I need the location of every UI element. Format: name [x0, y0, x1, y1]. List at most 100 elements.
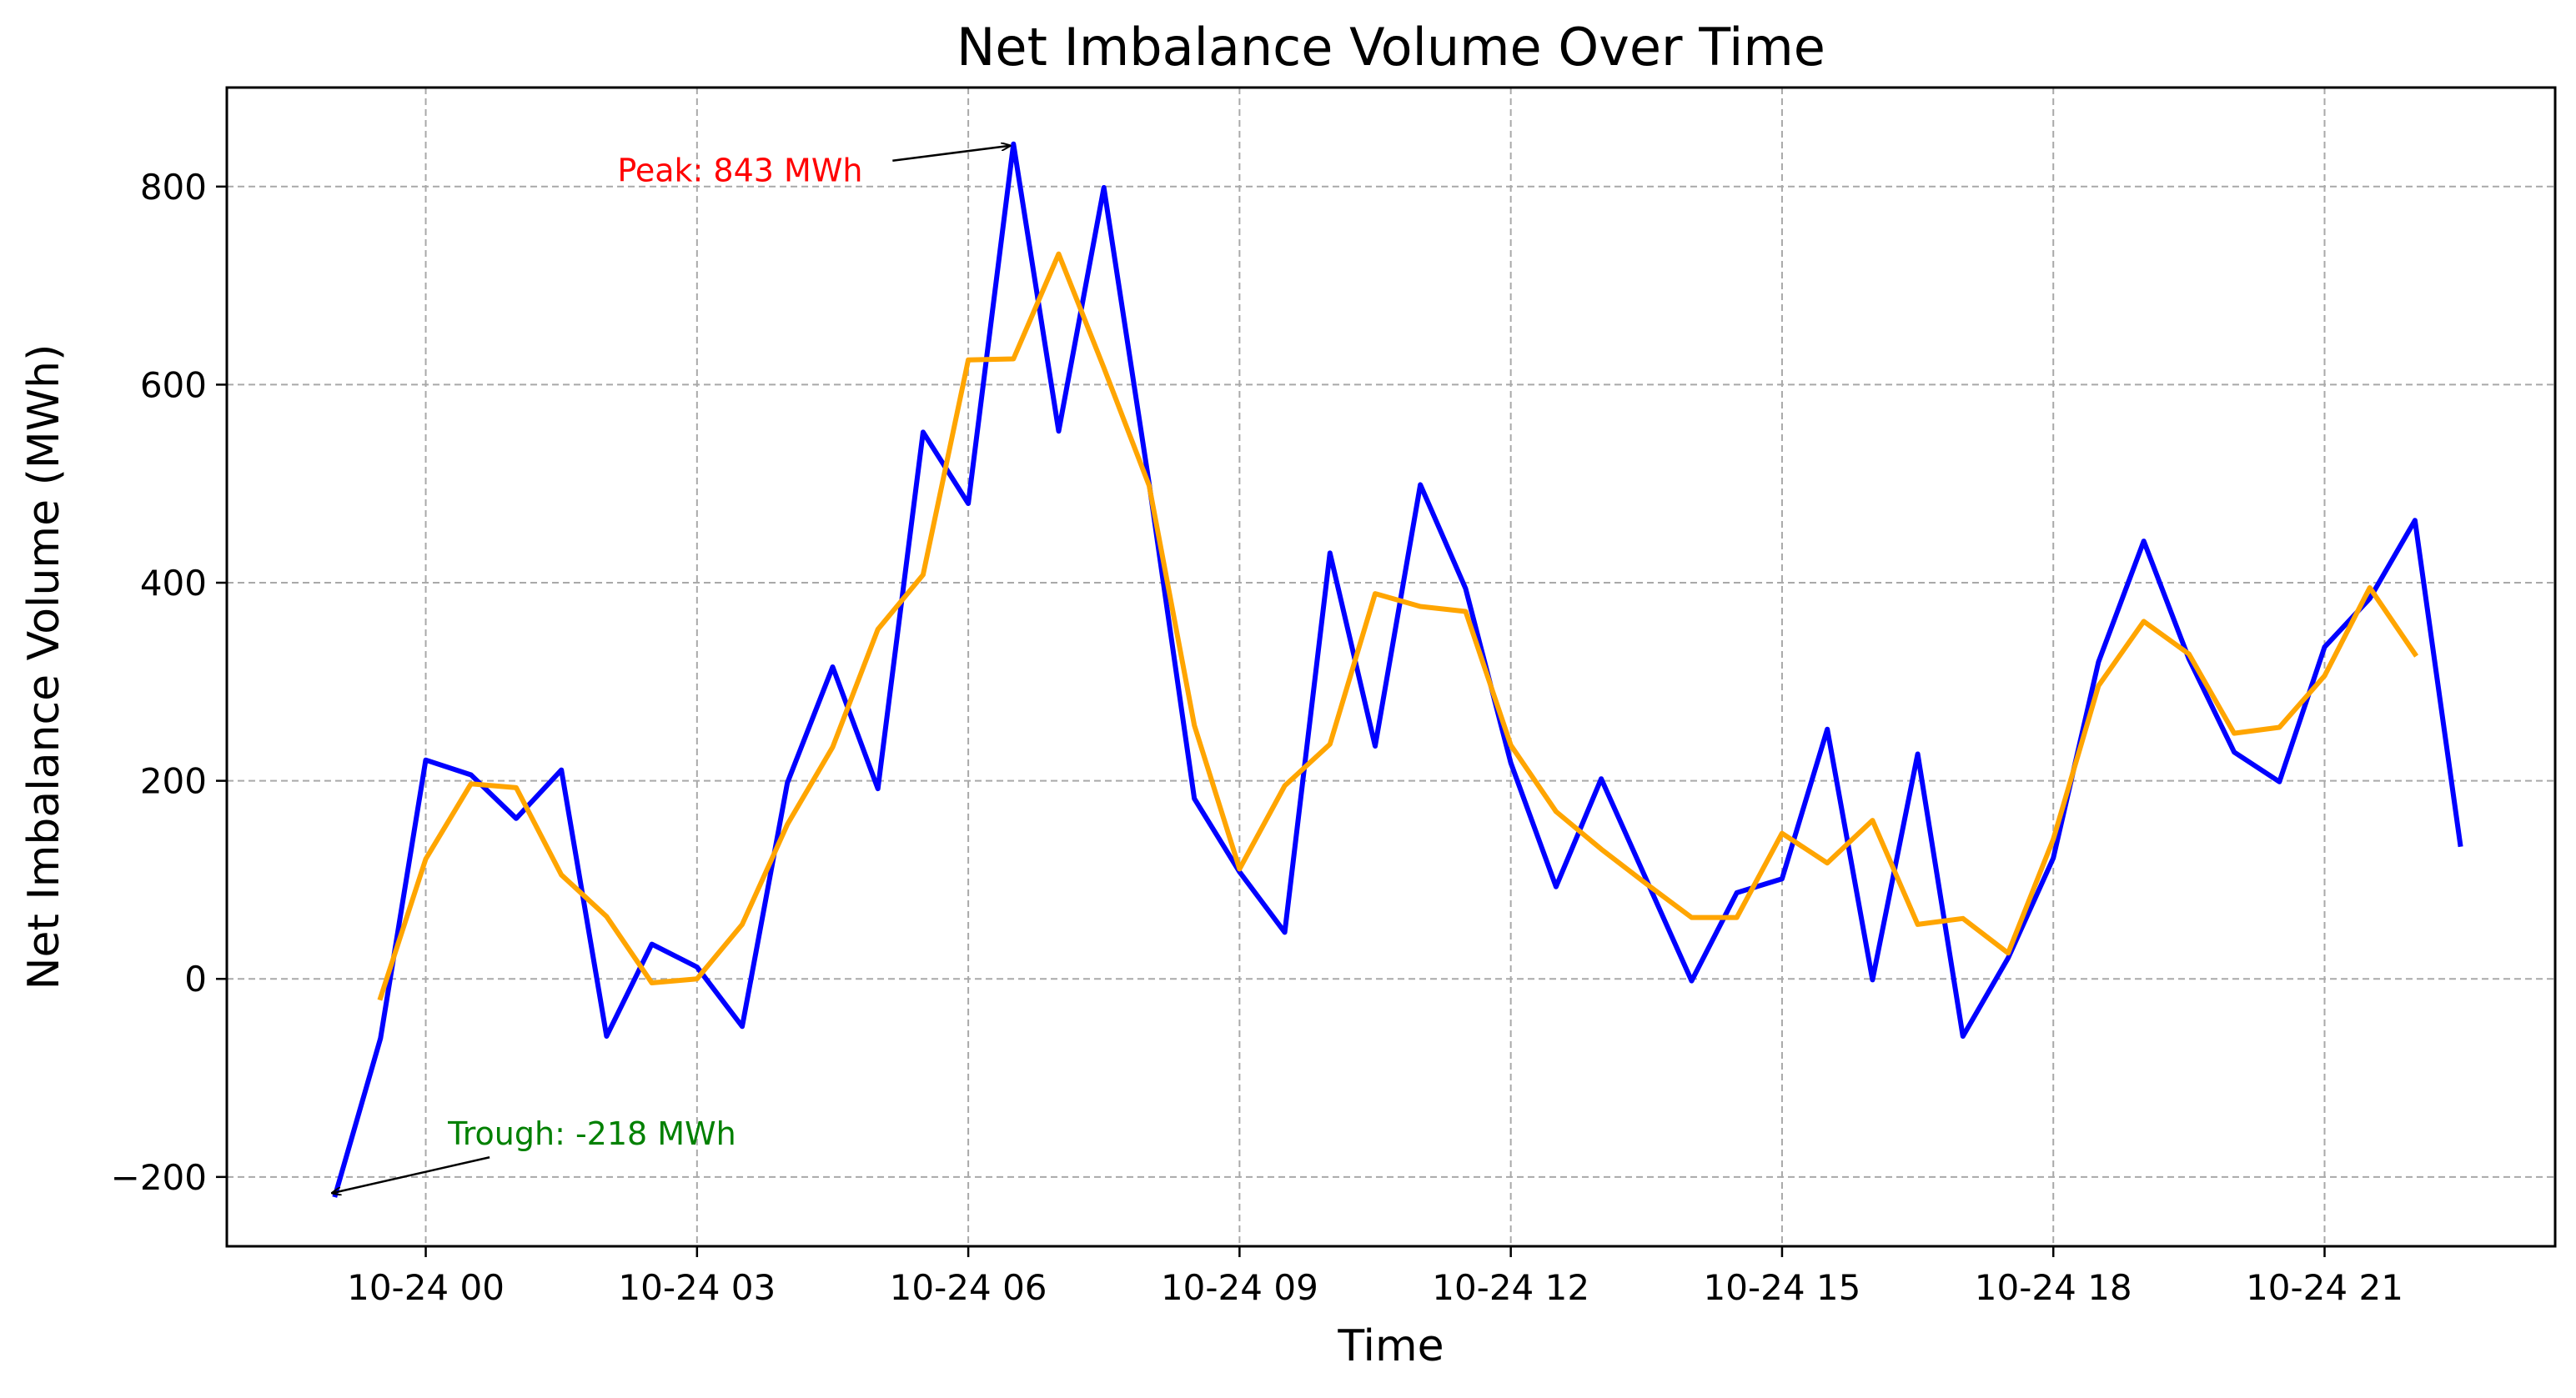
- series-0-point: [1192, 796, 1197, 801]
- series-0-point: [2322, 644, 2327, 649]
- series-0-point: [1102, 185, 1107, 190]
- series-1-point: [604, 914, 609, 919]
- series-1-point: [1192, 723, 1197, 728]
- series-1-point: [2187, 652, 2192, 657]
- series-layer: [332, 141, 2463, 1198]
- x-tick-label: 10-24 21: [2246, 1267, 2403, 1308]
- series-1-point: [2142, 619, 2147, 624]
- annotation-label-0: Peak: 843 MWh: [617, 153, 862, 189]
- series-1-point: [2051, 837, 2056, 842]
- series-1-point: [1916, 922, 1921, 927]
- series-0-point: [559, 768, 564, 773]
- y-axis-title: Net Imbalance Volume (MWh): [19, 344, 69, 990]
- series-1-point: [830, 744, 835, 749]
- series-0-point: [2051, 855, 2056, 860]
- series-1-point: [1237, 866, 1242, 871]
- series-0-point: [424, 758, 429, 763]
- series-1-point: [2413, 652, 2418, 657]
- x-tick-label: 10-24 06: [890, 1267, 1047, 1308]
- y-tick-label: 200: [140, 761, 207, 802]
- series-0-point: [740, 1024, 745, 1029]
- series-1-point: [2277, 724, 2282, 729]
- series-0-point: [378, 1036, 383, 1041]
- series-1-point: [1509, 743, 1514, 748]
- series-0-point: [1825, 727, 1830, 732]
- series-0-point: [1870, 977, 1875, 982]
- y-tick-label: 800: [140, 167, 207, 208]
- series-0-point: [514, 816, 519, 821]
- series-0-point: [1463, 586, 1468, 591]
- series-1-point: [1057, 252, 1062, 257]
- series-1-point: [1690, 915, 1695, 920]
- series-0-point: [469, 772, 474, 777]
- x-tick-label: 10-24 00: [347, 1267, 505, 1308]
- series-1-point: [1418, 604, 1423, 609]
- series-1-point: [2006, 950, 2011, 955]
- series-1-point: [1463, 609, 1468, 614]
- series-1-point: [559, 872, 564, 877]
- series-0-point: [2232, 749, 2237, 754]
- series-1-point: [1735, 915, 1740, 920]
- series-0-point: [830, 664, 835, 669]
- series-0-point: [2006, 955, 2011, 960]
- series-1-point: [921, 573, 926, 578]
- series-1-point: [2096, 684, 2101, 689]
- x-tick-label: 10-24 12: [1432, 1267, 1589, 1308]
- plot-area-frame: [225, 86, 2557, 1248]
- series-line-0: [332, 141, 2463, 1198]
- series-0-point: [2096, 659, 2101, 664]
- series-1-point: [1961, 916, 1966, 921]
- x-axis-title: Time: [1337, 1321, 1444, 1371]
- series-1-point: [1554, 809, 1559, 814]
- series-1-point: [1328, 742, 1333, 747]
- x-tick-label: 10-24 09: [1161, 1267, 1318, 1308]
- series-1-point: [1780, 831, 1785, 836]
- series-0-point: [1599, 776, 1604, 781]
- series-0-point: [604, 1034, 609, 1039]
- series-1-point: [1283, 784, 1288, 789]
- series-1-point: [1644, 881, 1649, 886]
- annotation-layer: Peak: 843 MWh Trough: -218 MWh: [332, 146, 1010, 1194]
- series-1-point: [1825, 860, 1830, 865]
- series-0-point: [2368, 596, 2373, 601]
- x-tick-label: 10-24 18: [1975, 1267, 2132, 1308]
- series-0-point: [2142, 539, 2147, 544]
- y-tick-label: 0: [184, 959, 207, 1000]
- series-0-point: [785, 780, 790, 785]
- series-0-point: [921, 429, 926, 434]
- series-1-point: [1373, 591, 1378, 596]
- series-0-point: [695, 965, 700, 970]
- tick-layer: 10-24 00 10-24 03 10-24 06 10-24 09 10-24 12…: [111, 167, 2403, 1308]
- series-0-point: [2458, 842, 2463, 847]
- x-tick-label: 10-24 15: [1704, 1267, 1861, 1308]
- series-0-point: [966, 501, 971, 506]
- y-tick-label: 600: [140, 364, 207, 405]
- series-0-point: [1780, 876, 1785, 881]
- y-tick-label: −200: [111, 1157, 207, 1198]
- series-0-point: [1509, 760, 1514, 765]
- series-1-point: [785, 822, 790, 827]
- series-1-point: [695, 976, 700, 981]
- series-1-point: [740, 922, 745, 927]
- series-1-point: [876, 627, 881, 632]
- series-1-point: [650, 980, 655, 985]
- series-line-1: [377, 251, 2419, 1001]
- annotation-label-1: Trough: -218 MWh: [447, 1115, 736, 1152]
- series-1-point: [1599, 847, 1604, 852]
- series-1-point: [1011, 357, 1016, 362]
- series-1-point: [514, 785, 519, 790]
- series-0-point: [1057, 428, 1062, 433]
- series-1-point: [2322, 674, 2327, 679]
- series-0-point: [2277, 779, 2282, 784]
- series-0-point: [1418, 482, 1423, 487]
- annotation-arrow-1: [332, 1156, 490, 1193]
- series-0-point: [1735, 890, 1740, 895]
- series-0-point: [876, 786, 881, 791]
- series-0-point: [1916, 752, 1921, 757]
- series-1-point: [469, 781, 474, 786]
- series-0-point: [1328, 550, 1333, 555]
- series-0-point: [1554, 884, 1559, 889]
